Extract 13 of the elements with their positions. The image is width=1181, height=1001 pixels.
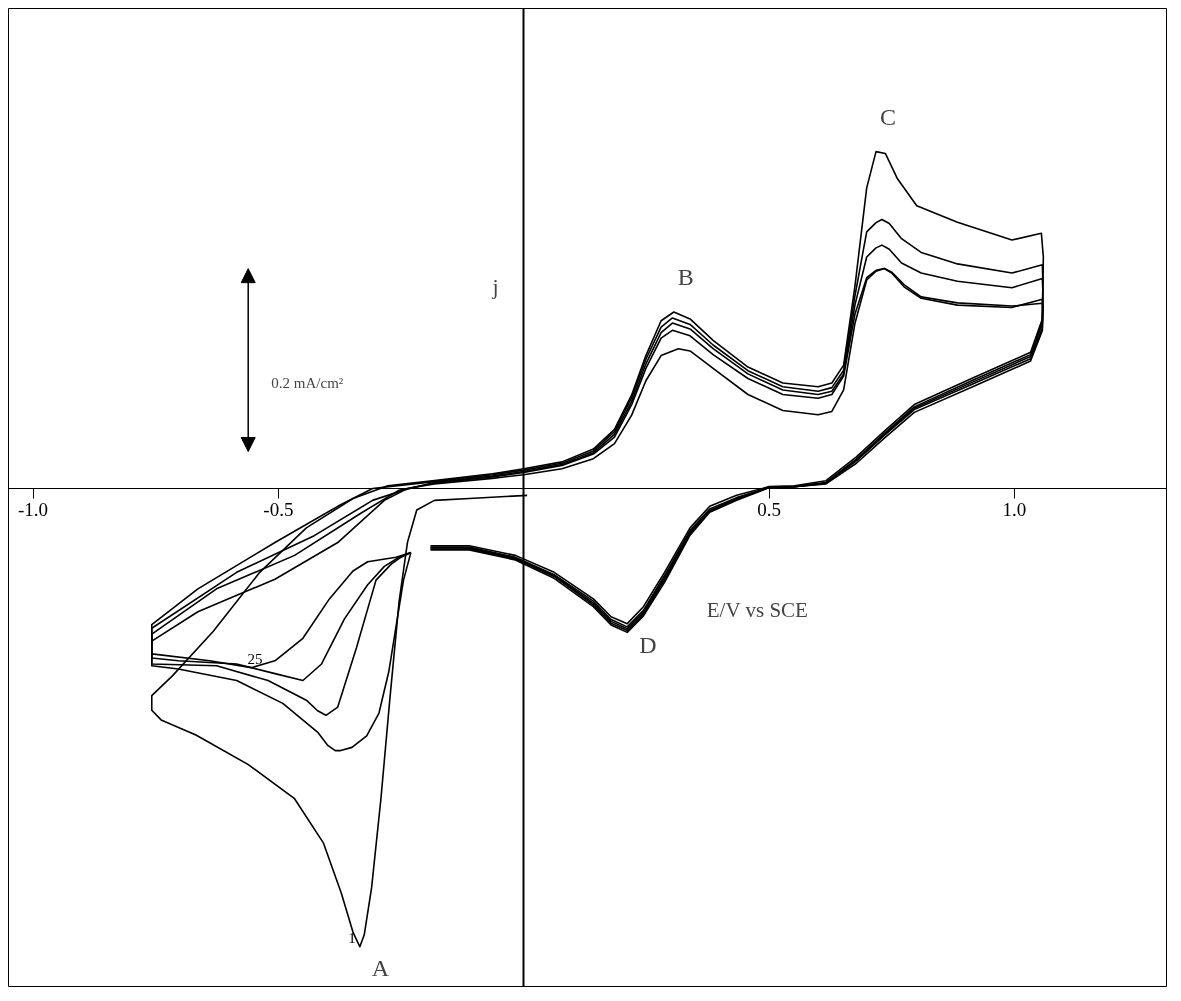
series-label: 1 [348, 929, 356, 946]
annotation: C [880, 103, 897, 130]
x-tick-label: 0.5 [757, 499, 781, 521]
annotation: A [371, 954, 390, 981]
annotation: B [677, 264, 694, 291]
x-tick-label: -0.5 [263, 499, 294, 521]
series-label: 25 [247, 650, 263, 667]
x-axis-title: E/V vs SCE [706, 597, 808, 622]
y-axis-title: j [491, 273, 499, 299]
annotation: 0.2 mA/cm² [271, 375, 344, 392]
annotation: D [639, 631, 657, 658]
x-tick-label: 1.0 [1002, 499, 1027, 521]
x-tick-label: -1.0 [18, 499, 49, 521]
